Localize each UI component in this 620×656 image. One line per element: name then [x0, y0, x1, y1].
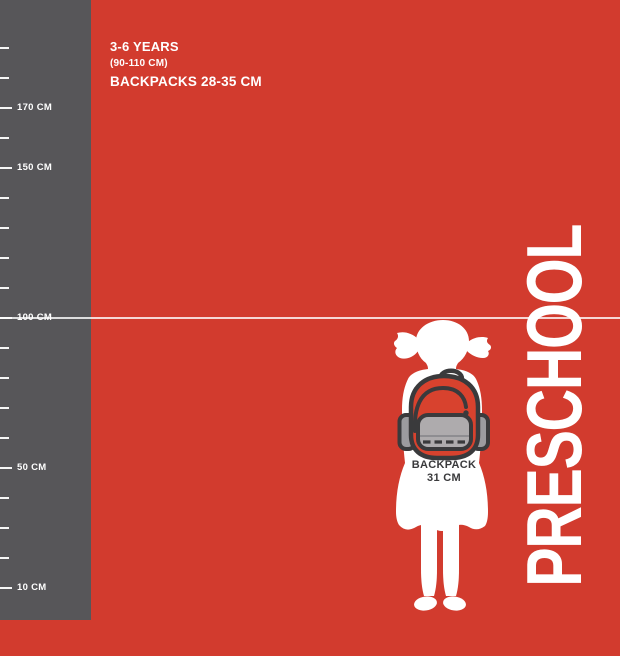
- backpack-size-range-text: BACKPACKS 28-35 CM: [110, 74, 262, 89]
- ruler-tick: [0, 437, 9, 439]
- ruler-tick: [0, 467, 12, 469]
- height-range-text: (90-110 CM): [110, 58, 168, 69]
- height-guideline-100cm: [0, 317, 620, 319]
- backpack-size-label: BACKPACK 31 CM: [387, 459, 501, 485]
- girl-right-foot: [443, 596, 466, 611]
- ruler-tick: [0, 377, 9, 379]
- ruler-tick: [0, 407, 9, 409]
- girl-silhouette-svg: [393, 320, 492, 611]
- header-block: 3-6 YEARS (90-110 CM) BACKPACKS 28-35 CM: [110, 39, 262, 89]
- ruler-tick: [0, 497, 9, 499]
- girl-left-foot: [414, 596, 437, 611]
- backpack-size-label-line2: 31 CM: [427, 472, 461, 484]
- ruler-column: 170 CM 150 CM 100 CM 50 CM 10 CM: [0, 0, 91, 620]
- ruler-tick: [0, 287, 9, 289]
- backpack-front-pocket: [416, 413, 473, 451]
- ruler-tick: [0, 347, 9, 349]
- backpack-strap-arc: [412, 385, 468, 433]
- ruler-tick: [0, 257, 9, 259]
- ruler-label: 170 CM: [17, 101, 53, 113]
- girl-right-leg: [443, 511, 459, 596]
- ruler-tick: [0, 107, 12, 109]
- girl-right-pigtail: [467, 337, 492, 358]
- backpack-size-label-line1: BACKPACK: [411, 459, 477, 471]
- ruler-tick: [0, 47, 9, 49]
- category-label-text: PRESCHOOL: [510, 225, 598, 587]
- category-label-vertical: PRESCHOOL: [510, 156, 598, 656]
- ruler-tick: [0, 197, 9, 199]
- girl-left-pigtail: [393, 332, 418, 359]
- ruler-tick: [0, 137, 9, 139]
- ruler-tick: [0, 557, 9, 559]
- backpack-icon: [397, 368, 490, 461]
- ruler-label: 50 CM: [17, 461, 47, 473]
- ruler-label: 10 CM: [17, 581, 47, 593]
- ruler-tick: [0, 587, 12, 589]
- infographic-canvas: 170 CM 150 CM 100 CM 50 CM 10 CM 3-6 YEARS (…: [0, 0, 620, 620]
- girl-left-leg: [421, 511, 437, 596]
- ruler-tick: [0, 527, 9, 529]
- ruler-tick: [0, 77, 9, 79]
- ruler-label: 150 CM: [17, 161, 53, 173]
- age-range-text: 3-6 YEARS: [110, 39, 179, 54]
- ruler-tick: [0, 167, 12, 169]
- ruler-tick: [0, 227, 9, 229]
